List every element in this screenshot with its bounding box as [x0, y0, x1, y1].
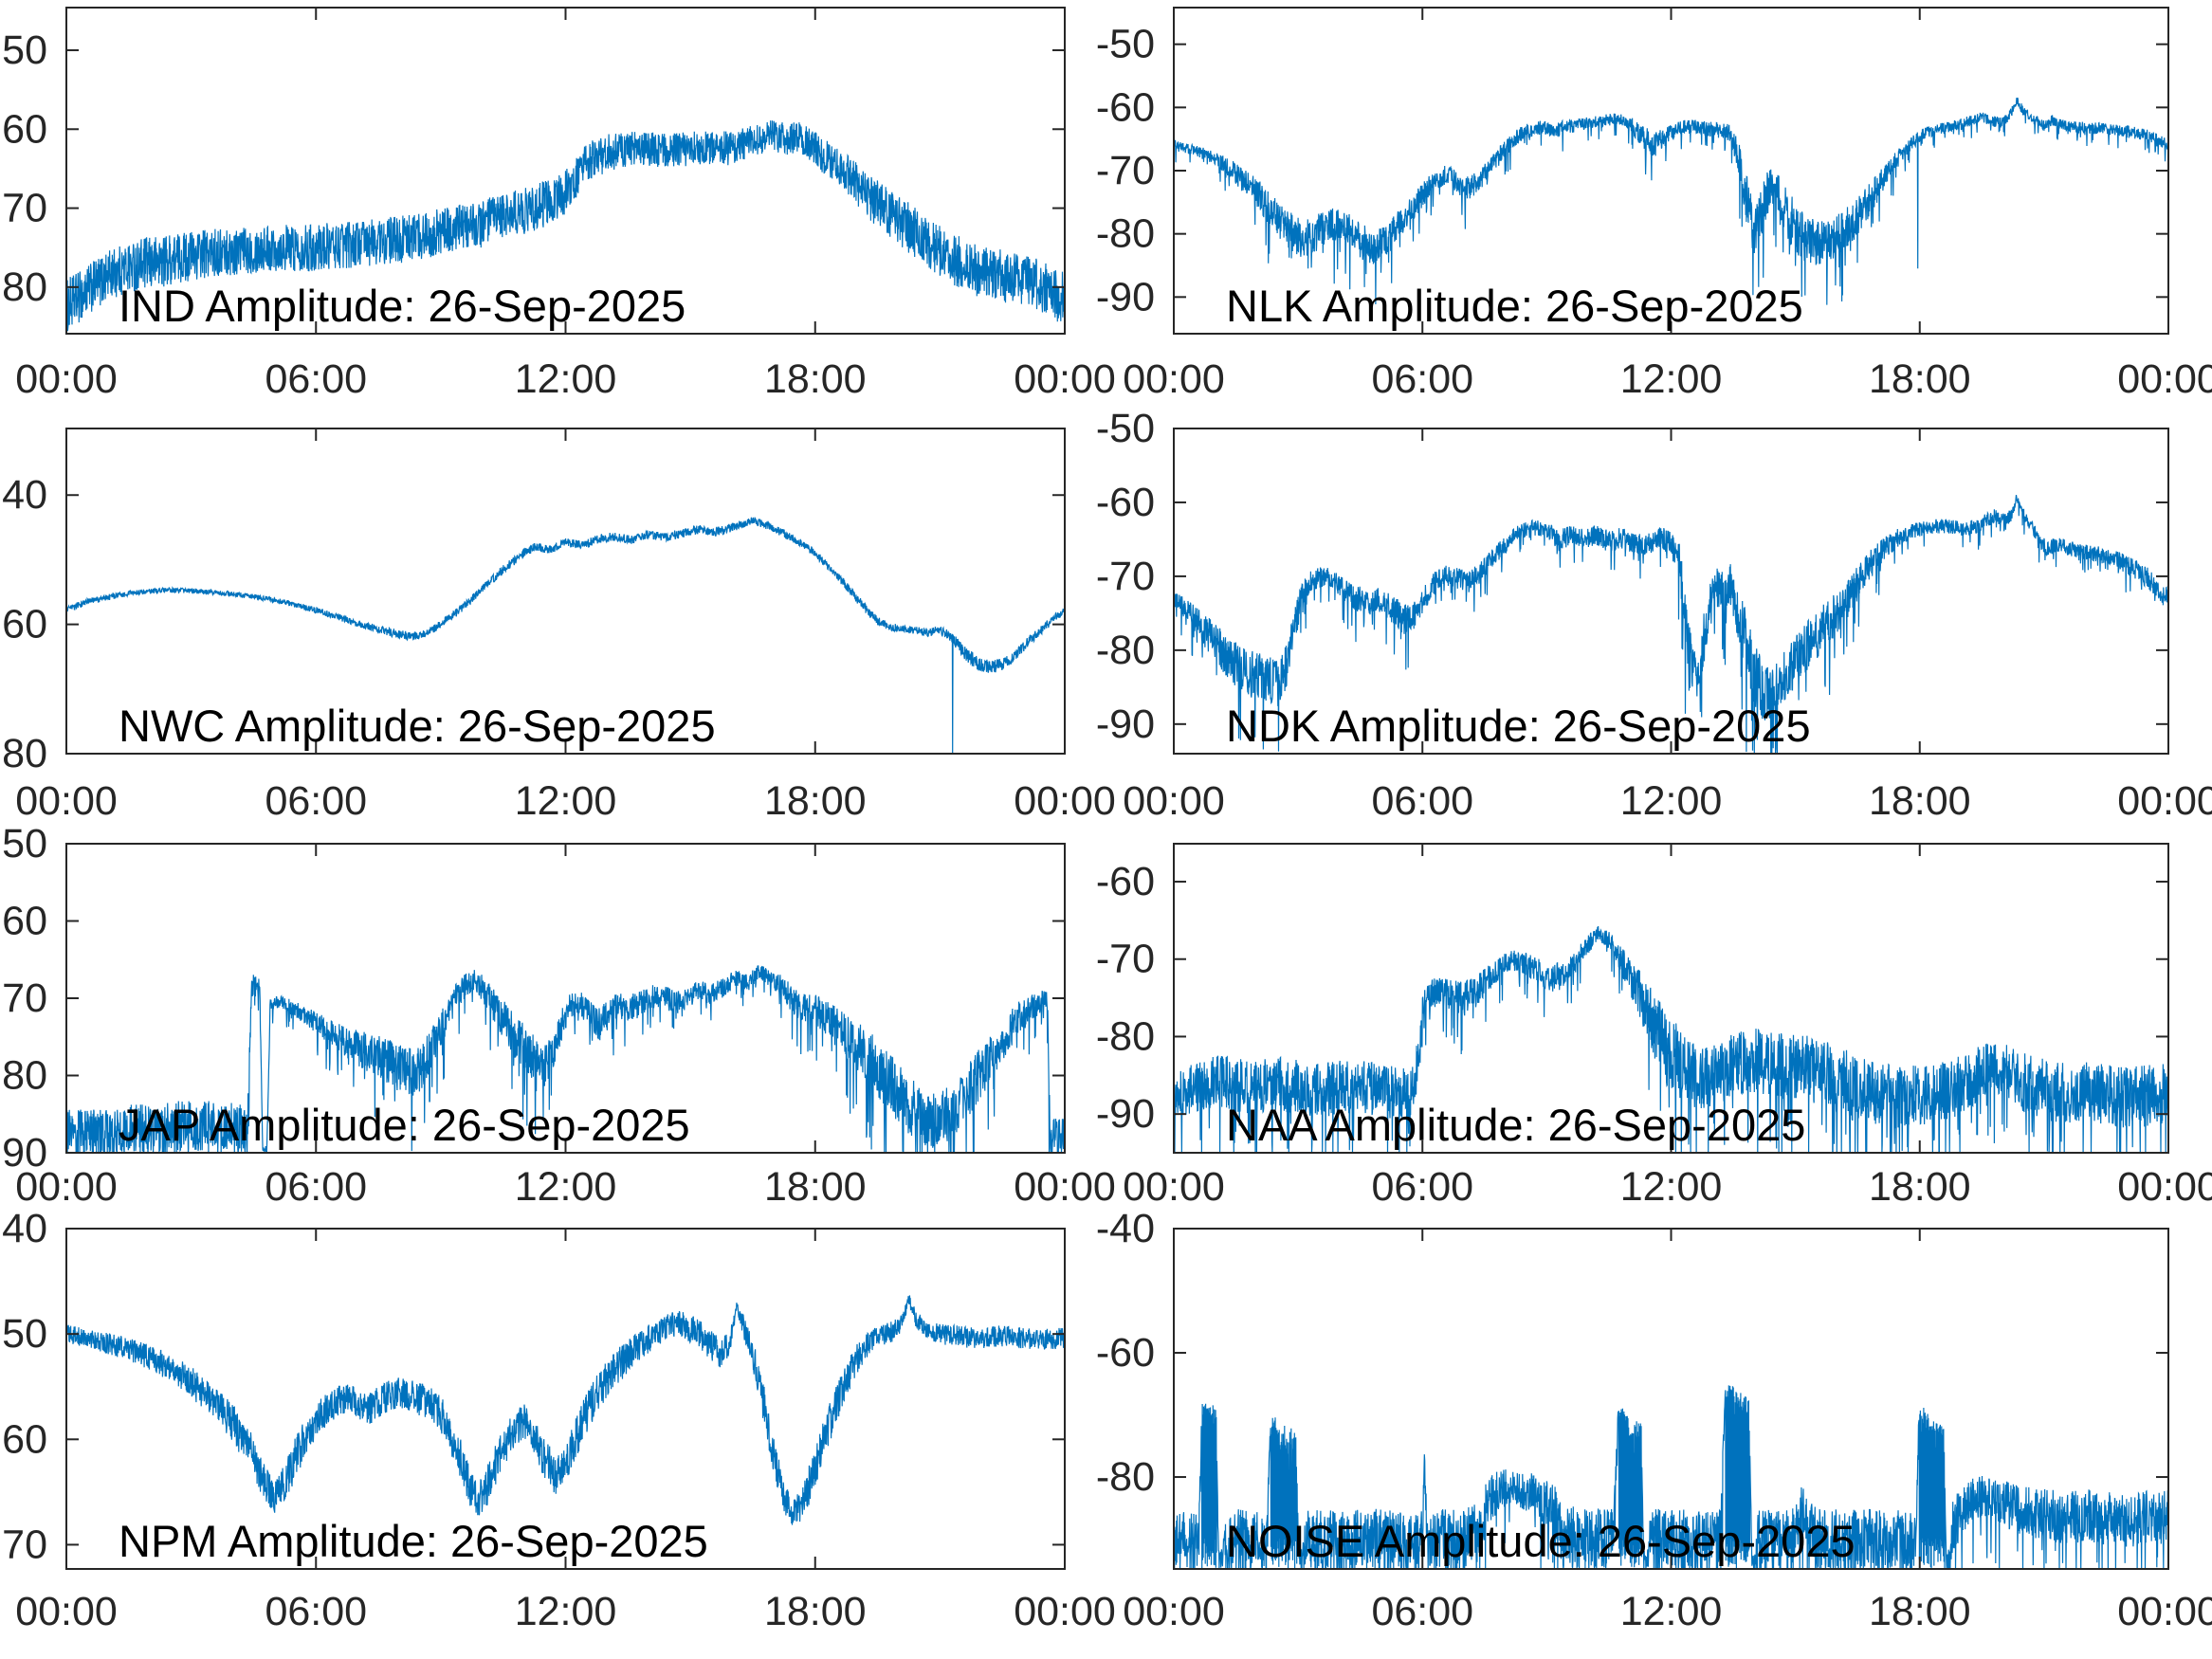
chart-IND: 00:00 06:00 12:00 18:00 00:00 50 60 70 80 IND Amp… — [2, 7, 1116, 402]
chart-NLK: 00:00 06:00 12:00 18:00 00:00 -50 -60 -70 -80 -90… — [1096, 7, 2212, 402]
y-tick-label: -90 — [1096, 702, 1155, 747]
y-tick-label: -80 — [1096, 211, 1155, 257]
x-tick-label: 18:00 — [764, 356, 867, 402]
x-tick-label: 00:00 — [1014, 1589, 1116, 1634]
y-tick-label: 80 — [2, 1053, 47, 1099]
x-tick-label: 00:00 — [1014, 356, 1116, 402]
x-tick-label: 00:00 — [1014, 1164, 1116, 1210]
chart-title: NAA Amplitude: 26-Sep-2025 — [1226, 1100, 1805, 1150]
y-tick-label: -60 — [1096, 84, 1155, 130]
x-tick-label: 12:00 — [1620, 1164, 1723, 1210]
y-tick-label: 60 — [2, 1416, 47, 1462]
y-tick-label: -90 — [1096, 1091, 1155, 1137]
chart-NDK: 00:00 06:00 12:00 18:00 00:00 -50 -60 -70 -80 -90… — [1096, 406, 2212, 824]
x-tick-label: 18:00 — [1869, 1589, 1971, 1634]
x-tick-label: 06:00 — [265, 1589, 367, 1634]
chart-title: NLK Amplitude: 26-Sep-2025 — [1226, 281, 1803, 331]
y-tick-label: -40 — [1096, 1206, 1155, 1251]
chart-JAP: 00:00 06:00 12:00 18:00 00:00 50 60 70 80 90 JAP A… — [2, 821, 1116, 1210]
amplitude-trace — [1174, 1385, 2168, 1569]
chart-NOISE: 00:00 06:00 12:00 18:00 00:00 -40 -60 -80 NOISE … — [1096, 1206, 2212, 1634]
y-tick-label: 60 — [2, 602, 47, 647]
y-tick-label: -80 — [1096, 628, 1155, 673]
x-tick-label: 00:00 — [2117, 1589, 2212, 1634]
y-tick-label: -90 — [1096, 274, 1155, 319]
x-tick-label: 00:00 — [15, 1164, 118, 1210]
y-tick-label: 70 — [2, 186, 47, 231]
x-tick-label: 12:00 — [1620, 778, 1723, 824]
amplitude-trace — [1174, 495, 2168, 754]
x-tick-label: 12:00 — [515, 356, 617, 402]
amplitude-trace — [1174, 97, 2168, 305]
x-tick-label: 18:00 — [764, 1164, 867, 1210]
y-tick-label: 60 — [2, 899, 47, 944]
amplitude-trace — [66, 517, 1065, 754]
y-tick-label: -70 — [1096, 937, 1155, 982]
chart-NPM: 00:00 06:00 12:00 18:00 00:00 40 50 60 70 NPM Amp… — [2, 1206, 1116, 1634]
chart-NWC: 00:00 06:00 12:00 18:00 00:00 40 60 80 NWC Ampli… — [2, 428, 1116, 824]
y-tick-label: 40 — [2, 472, 47, 518]
chart-title: NWC Amplitude: 26-Sep-2025 — [119, 701, 716, 751]
y-tick-label: -70 — [1096, 148, 1155, 193]
chart-title: IND Amplitude: 26-Sep-2025 — [119, 281, 686, 331]
chart-title: NOISE Amplitude: 26-Sep-2025 — [1226, 1516, 1856, 1566]
x-tick-label: 18:00 — [764, 1589, 867, 1634]
x-tick-label: 12:00 — [515, 1164, 617, 1210]
x-tick-label: 18:00 — [1869, 356, 1971, 402]
x-tick-label: 12:00 — [515, 1589, 617, 1634]
chart-NAA: 00:00 06:00 12:00 18:00 00:00 -60 -70 -80 -90 NAA… — [1096, 843, 2212, 1210]
x-tick-label: 00:00 — [15, 778, 118, 824]
amplitude-trace — [66, 120, 1065, 332]
y-tick-label: -50 — [1096, 22, 1155, 67]
x-tick-label: 00:00 — [1123, 1589, 1225, 1634]
x-tick-label: 12:00 — [1620, 1589, 1723, 1634]
x-tick-label: 06:00 — [265, 1164, 367, 1210]
amplitude-trace — [66, 965, 1065, 1153]
y-tick-label: -60 — [1096, 859, 1155, 904]
x-tick-label: 18:00 — [1869, 1164, 1971, 1210]
x-tick-label: 00:00 — [15, 356, 118, 402]
amplitude-trace — [1174, 925, 2168, 1153]
y-tick-label: 80 — [2, 731, 47, 776]
x-tick-label: 12:00 — [1620, 356, 1723, 402]
x-tick-label: 00:00 — [1123, 1164, 1225, 1210]
y-tick-label: 60 — [2, 106, 47, 152]
chart-title: JAP Amplitude: 26-Sep-2025 — [119, 1100, 690, 1150]
x-tick-label: 18:00 — [1869, 778, 1971, 824]
y-tick-label: -50 — [1096, 406, 1155, 451]
x-tick-label: 12:00 — [515, 778, 617, 824]
chart-title: NDK Amplitude: 26-Sep-2025 — [1226, 701, 1811, 751]
y-tick-label: 90 — [2, 1130, 47, 1176]
x-tick-label: 00:00 — [2117, 778, 2212, 824]
y-tick-label: 70 — [2, 975, 47, 1021]
x-tick-label: 00:00 — [1123, 778, 1225, 824]
x-tick-label: 00:00 — [15, 1589, 118, 1634]
x-tick-label: 00:00 — [1123, 356, 1225, 402]
y-tick-label: -60 — [1096, 480, 1155, 525]
y-tick-label: -80 — [1096, 1013, 1155, 1059]
x-tick-label: 00:00 — [2117, 356, 2212, 402]
y-tick-label: 80 — [2, 264, 47, 310]
x-tick-label: 00:00 — [2117, 1164, 2212, 1210]
x-tick-label: 18:00 — [764, 778, 867, 824]
chart-title: NPM Amplitude: 26-Sep-2025 — [119, 1516, 708, 1566]
y-tick-label: 50 — [2, 821, 47, 866]
x-tick-label: 06:00 — [1371, 356, 1473, 402]
x-tick-label: 00:00 — [1014, 778, 1116, 824]
y-tick-label: -80 — [1096, 1454, 1155, 1500]
y-tick-label: 50 — [2, 27, 47, 73]
y-tick-label: 50 — [2, 1311, 47, 1357]
y-tick-label: -60 — [1096, 1330, 1155, 1376]
x-tick-label: 06:00 — [1371, 1589, 1473, 1634]
x-tick-label: 06:00 — [265, 778, 367, 824]
x-tick-label: 06:00 — [1371, 1164, 1473, 1210]
y-tick-label: -70 — [1096, 554, 1155, 599]
y-tick-label: 40 — [2, 1206, 47, 1251]
amplitude-trace — [66, 1295, 1065, 1525]
x-tick-label: 06:00 — [265, 356, 367, 402]
y-tick-label: 70 — [2, 1522, 47, 1567]
x-tick-label: 06:00 — [1371, 778, 1473, 824]
